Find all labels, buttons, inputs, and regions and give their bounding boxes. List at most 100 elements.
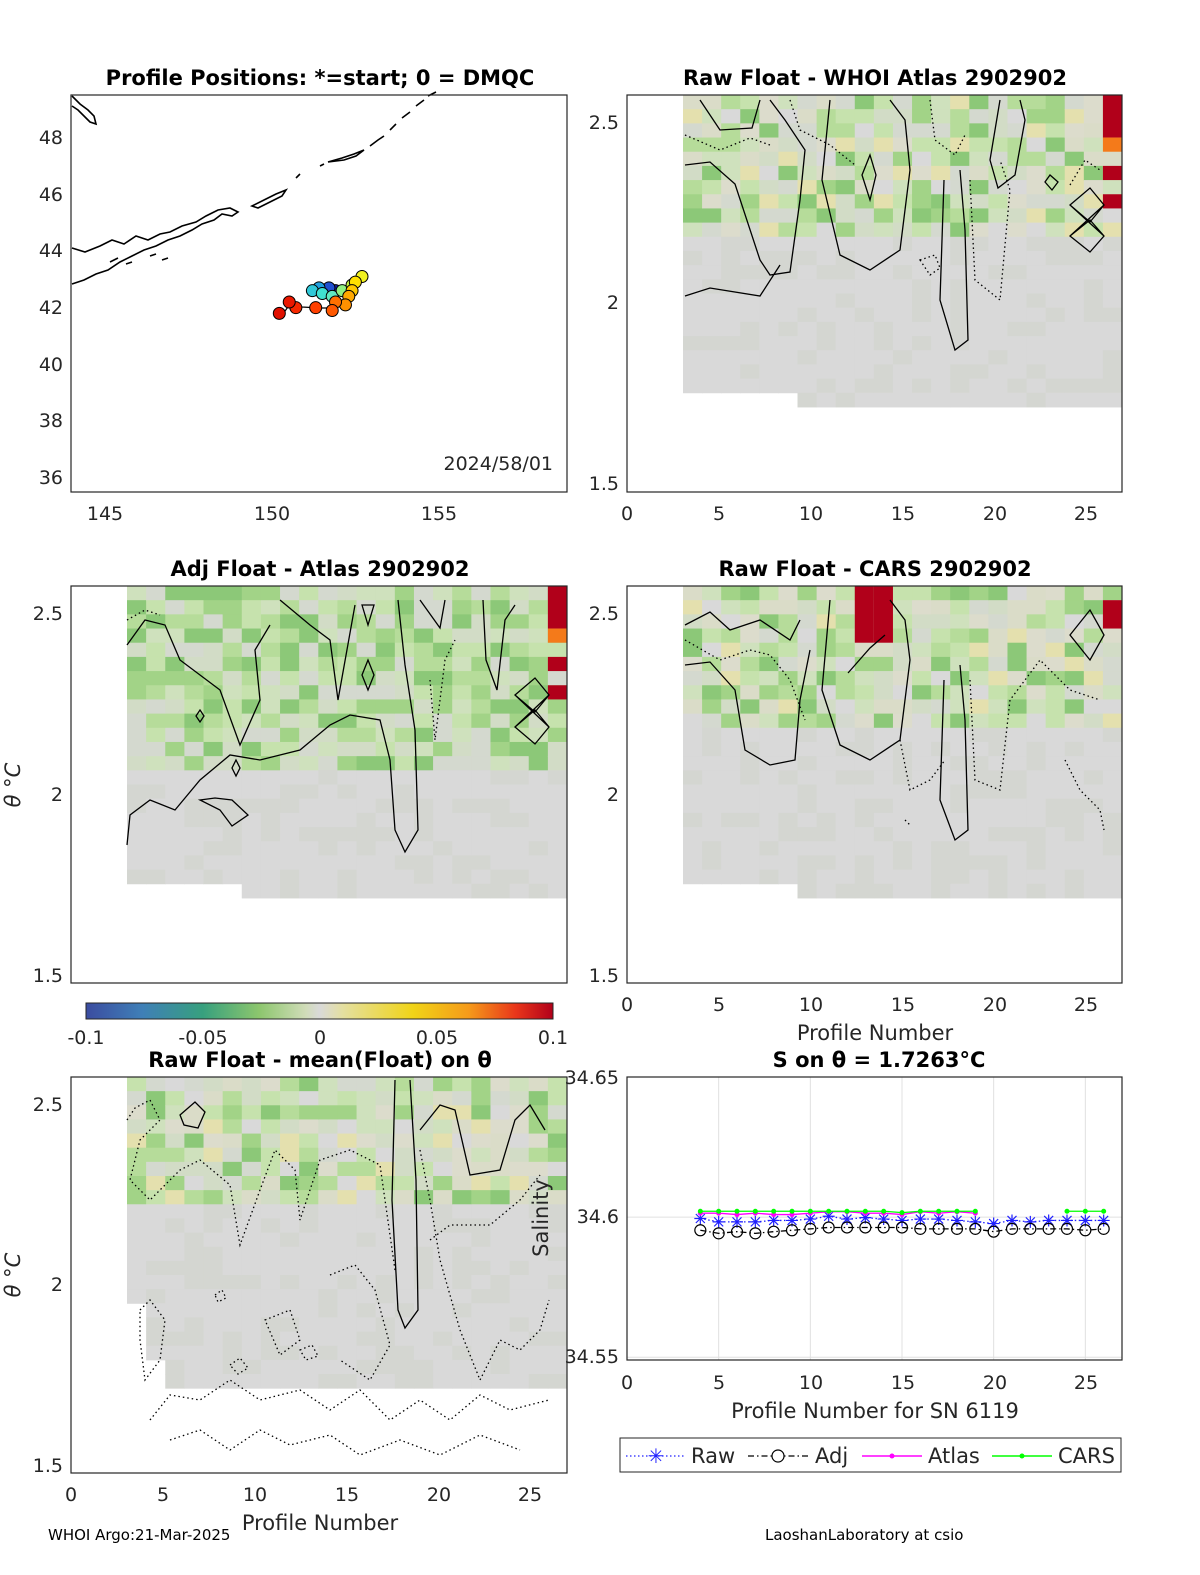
heatmap-cell xyxy=(969,236,989,252)
heatmap-cell xyxy=(683,123,703,139)
heatmap-cell xyxy=(337,855,358,871)
heatmap-cell xyxy=(433,756,453,771)
heatmap-cell xyxy=(413,1331,434,1347)
heatmap-cell xyxy=(912,642,932,658)
heatmap-cell xyxy=(490,869,511,885)
heatmap-cell xyxy=(471,642,491,658)
heatmap-cell xyxy=(1102,642,1123,658)
heatmap-cell xyxy=(912,123,932,139)
heatmap-cell xyxy=(683,279,703,294)
contour-line xyxy=(139,1299,166,1382)
heatmap-cell xyxy=(165,1218,185,1234)
heatmap-cell xyxy=(854,222,875,238)
heatmap-cell xyxy=(988,208,1008,224)
raw-mean-panel: Raw Float - mean(Float) on θ 0 5 10 15 2… xyxy=(1,1048,568,1535)
heatmap-cell xyxy=(203,841,224,856)
heatmap-cell xyxy=(318,642,338,658)
heatmap-cell xyxy=(413,1345,434,1361)
map-ytick: 48 xyxy=(39,127,63,149)
data-point xyxy=(749,1215,762,1228)
heatmap-cell xyxy=(509,883,530,899)
heatmap-cell xyxy=(759,727,779,743)
coastline-kuril-b xyxy=(249,188,289,209)
heatmap-cell xyxy=(375,1176,396,1191)
heatmap-cell xyxy=(375,1218,396,1234)
heatmap-hot-cell xyxy=(547,656,567,672)
heatmap-cell xyxy=(1026,855,1047,871)
heatmap-cell xyxy=(931,151,951,167)
heatmap-cell xyxy=(1026,798,1047,814)
heatmap-cell xyxy=(280,883,300,899)
heatmap-cell xyxy=(931,841,951,856)
heatmap-cell xyxy=(184,855,205,871)
heatmap-cell xyxy=(394,1147,415,1163)
heatmap-cell xyxy=(184,1359,205,1375)
heatmap-cell xyxy=(509,628,530,644)
heatmap-cell xyxy=(222,1190,243,1205)
heatmap-cell xyxy=(203,770,224,785)
heatmap-cell xyxy=(1007,364,1028,380)
heatmap-cell xyxy=(1083,756,1104,771)
heatmap-hot-cell xyxy=(1102,600,1122,629)
heatmap-cell xyxy=(509,869,530,885)
heatmap-cell xyxy=(509,1345,530,1361)
heatmap-cell xyxy=(394,883,415,899)
heatmap-cell xyxy=(241,685,262,700)
heatmap-cell xyxy=(721,307,741,323)
heatmap-cell xyxy=(1026,614,1047,630)
heatmap-cell xyxy=(702,841,722,856)
heatmap-cell xyxy=(892,784,913,800)
heatmap-cell xyxy=(433,798,453,814)
heatmap-cell xyxy=(337,784,358,800)
heatmap-cell xyxy=(184,1317,205,1333)
heatmap-cell xyxy=(260,841,281,856)
heatmap-cell xyxy=(471,1275,491,1290)
heatmap-cell xyxy=(394,827,415,842)
heatmap-cell xyxy=(528,1260,549,1276)
heatmap-cell xyxy=(950,713,970,729)
heatmap-cell xyxy=(988,336,1008,351)
heatmap-cell xyxy=(988,699,1008,715)
map-panel: Profile Positions: *=start; 0 = DMQC 202… xyxy=(39,66,568,525)
heatmap-cell xyxy=(547,1190,568,1205)
heatmap-cell xyxy=(683,307,703,323)
heatmap-cell xyxy=(931,364,951,380)
heatmap-cell xyxy=(394,855,415,871)
heatmap-cell xyxy=(969,137,989,153)
heatmap-cell xyxy=(950,378,970,394)
raw-cars-xtick: 5 xyxy=(713,994,725,1016)
heatmap-cell xyxy=(413,1147,434,1163)
heatmap-cell xyxy=(969,165,989,181)
heatmap-cell xyxy=(413,1091,434,1106)
heatmap-cell xyxy=(127,656,147,672)
heatmap-cell xyxy=(413,614,434,630)
heatmap-cell xyxy=(509,614,530,630)
heatmap-cell xyxy=(260,1246,281,1262)
heatmap-cell xyxy=(299,812,319,828)
heatmap-cell xyxy=(471,1246,491,1262)
heatmap-cell xyxy=(892,95,913,110)
heatmap-cell xyxy=(778,123,799,139)
heatmap-cell xyxy=(280,1359,300,1375)
series-line xyxy=(700,1226,1104,1235)
heatmap-cell xyxy=(892,671,913,686)
heatmap-cell xyxy=(1026,95,1047,110)
heatmap-cell xyxy=(759,812,779,828)
heatmap-cell xyxy=(299,1190,319,1205)
heatmap-cell xyxy=(892,812,913,828)
heatmap-cell xyxy=(299,586,319,601)
heatmap-cell xyxy=(740,869,760,885)
heatmap-cell xyxy=(759,307,779,323)
heatmap-cell xyxy=(490,1218,511,1234)
heatmap-cell xyxy=(127,685,147,700)
salinity-ytick: 34.65 xyxy=(565,1067,619,1089)
heatmap-cell xyxy=(509,812,530,828)
heatmap-cell xyxy=(912,109,932,124)
heatmap-cell xyxy=(702,784,722,800)
heatmap-cell xyxy=(1102,656,1123,672)
heatmap-cell xyxy=(1007,628,1028,644)
heatmap-cell xyxy=(509,600,530,615)
contour-line xyxy=(1069,159,1101,186)
heatmap-cell xyxy=(740,364,760,380)
heatmap-cell xyxy=(318,628,338,644)
